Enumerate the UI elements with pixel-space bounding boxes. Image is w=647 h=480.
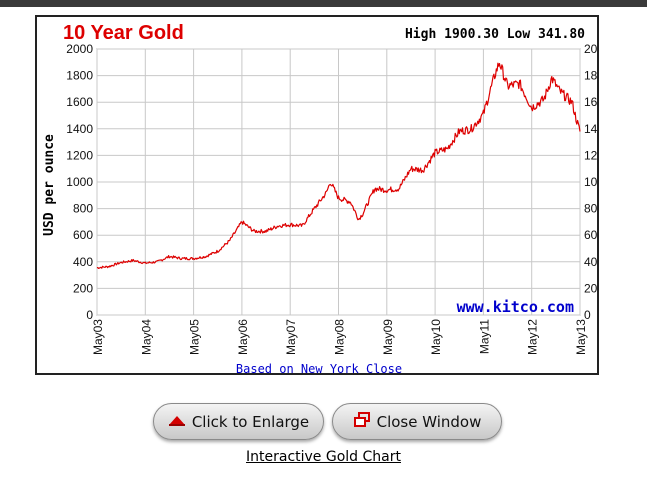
enlarge-button-label: Click to Enlarge bbox=[191, 412, 310, 431]
y-tick-label-left: 200 bbox=[73, 281, 93, 295]
x-tick-label: May11 bbox=[477, 319, 491, 354]
x-tick-label: May08 bbox=[333, 319, 347, 355]
y-tick-label-right: 1200 bbox=[584, 148, 597, 162]
y-tick-label-left: 600 bbox=[73, 228, 93, 242]
x-tick-label: May03 bbox=[91, 319, 105, 355]
tick-labels: 0 0 200 200 400 400 600 600 800 800 1000 1000 1200 12… bbox=[66, 42, 597, 355]
y-tick-label-left: 1800 bbox=[66, 69, 93, 83]
x-tick-label: May04 bbox=[139, 319, 153, 355]
high-low-readout: High 1900.30 Low 341.80 bbox=[405, 27, 585, 42]
y-axis-label: USD per ounce bbox=[42, 134, 57, 236]
y-tick-label-right: 1000 bbox=[584, 175, 597, 189]
x-tick-label: May10 bbox=[429, 319, 443, 355]
y-tick-label-left: 800 bbox=[73, 202, 93, 216]
y-tick-label-right: 400 bbox=[584, 255, 597, 269]
y-tick-label-right: 1400 bbox=[584, 122, 597, 136]
x-tick-label: May12 bbox=[526, 319, 540, 355]
y-tick-label-right: 1800 bbox=[584, 69, 597, 83]
x-tick-label: May05 bbox=[188, 319, 202, 355]
x-tick-label: May06 bbox=[236, 319, 250, 355]
series-line-group bbox=[96, 62, 581, 269]
grid bbox=[96, 48, 581, 316]
y-tick-label-left: 0 bbox=[86, 308, 93, 322]
close-window-button-label: Close Window bbox=[376, 412, 482, 431]
footnote: Based on New York Close bbox=[236, 362, 402, 373]
gold-price-line bbox=[96, 62, 581, 269]
y-tick-label-left: 1400 bbox=[66, 122, 93, 136]
y-tick-label-right: 0 bbox=[584, 308, 591, 322]
x-tick-label: May09 bbox=[381, 319, 395, 355]
y-tick-label-left: 2000 bbox=[66, 42, 93, 56]
enlarge-button[interactable]: Click to Enlarge bbox=[153, 403, 324, 440]
chart-title: 10 Year Gold bbox=[63, 22, 184, 44]
gold-chart: 0 0 200 200 400 400 600 600 800 800 1000 1000 1200 12… bbox=[35, 15, 599, 375]
kitco-watermark: www.kitco.com bbox=[457, 298, 574, 316]
y-tick-label-left: 1000 bbox=[66, 175, 93, 189]
interactive-gold-chart-link[interactable]: Interactive Gold Chart bbox=[246, 449, 401, 465]
y-tick-label-right: 800 bbox=[584, 202, 597, 216]
x-tick-label: May13 bbox=[574, 319, 588, 355]
y-tick-label-right: 600 bbox=[584, 228, 597, 242]
close-window-button[interactable]: Close Window bbox=[332, 403, 502, 440]
y-tick-label-right: 1600 bbox=[584, 95, 597, 109]
y-tick-label-left: 1200 bbox=[66, 148, 93, 162]
triangle-up-icon bbox=[168, 413, 186, 431]
y-tick-label-left: 400 bbox=[73, 255, 93, 269]
windows-icon bbox=[353, 411, 371, 432]
chart-svg: 0 0 200 200 400 400 600 600 800 800 1000 1000 1200 12… bbox=[42, 22, 597, 373]
y-tick-label-left: 1600 bbox=[66, 95, 93, 109]
y-tick-label-right: 2000 bbox=[584, 42, 597, 56]
top-bar bbox=[0, 0, 647, 7]
y-tick-label-right: 200 bbox=[584, 281, 597, 295]
x-tick-label: May07 bbox=[284, 319, 298, 355]
